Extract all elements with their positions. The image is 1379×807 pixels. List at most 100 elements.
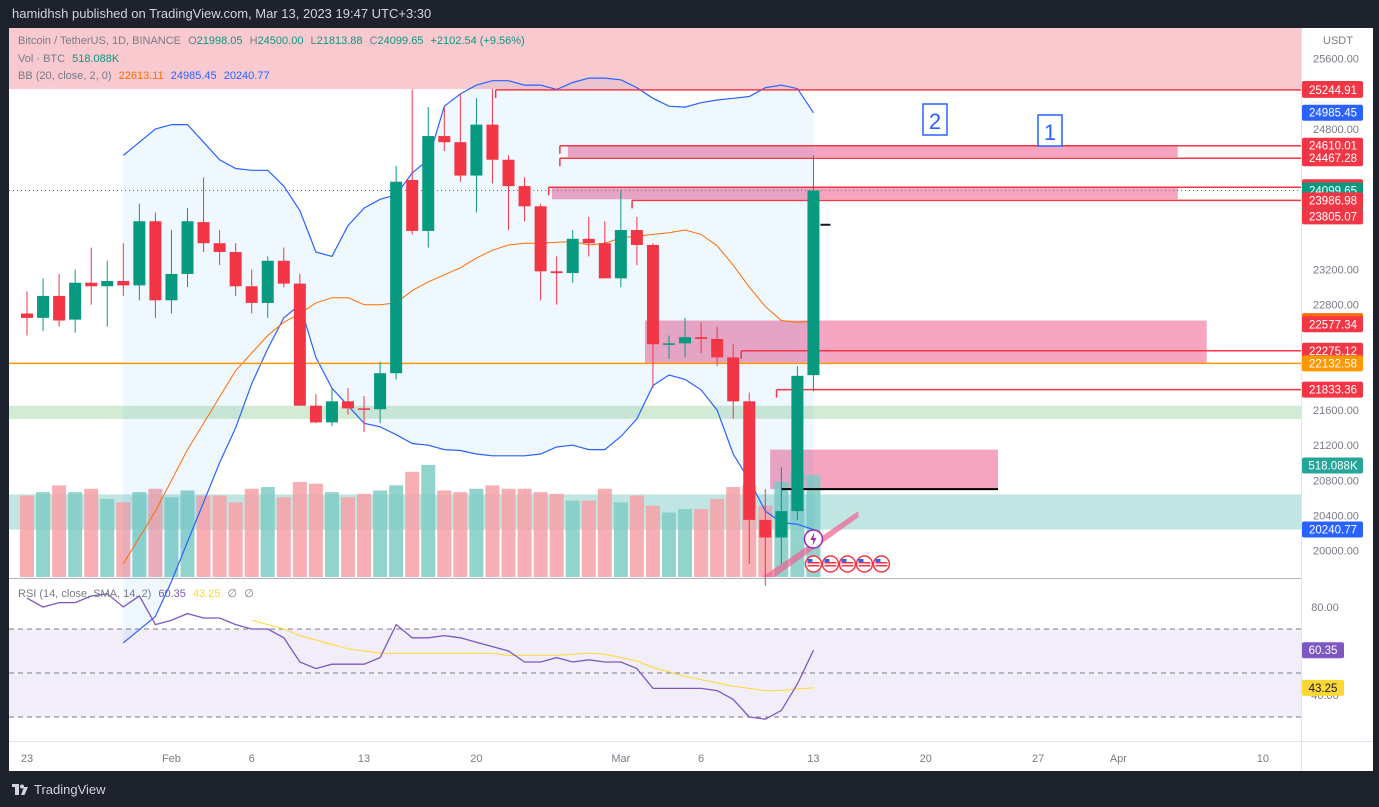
bollinger-fill — [123, 78, 814, 643]
price-label-text: 24985.45 — [1309, 108, 1357, 120]
rsi-line — [26, 593, 815, 720]
trend-wedge — [762, 511, 859, 577]
price-label-text: 22132.58 — [1309, 358, 1357, 370]
price-label-tag: 23805.07 — [1302, 208, 1363, 225]
rsi-layer — [9, 593, 1301, 720]
price-label-bg — [1302, 81, 1363, 98]
annotation-text: 2 — [929, 109, 941, 134]
published-text: hamidhsh published on TradingView.com, M… — [12, 6, 432, 21]
legend-bb-basis: 22613.11 — [118, 70, 164, 82]
time-tick-label: 23 — [21, 753, 33, 765]
candle — [614, 190, 627, 288]
rsi-ma-line — [251, 619, 814, 692]
candle-body — [582, 238, 595, 244]
price-label-bg — [1302, 316, 1363, 333]
candle-body — [759, 519, 772, 538]
candle-body — [486, 124, 499, 160]
price-label-text: 20240.77 — [1309, 524, 1357, 536]
volume-bar — [694, 509, 709, 577]
legend-l-label: L — [310, 35, 317, 47]
price-label-tag: 24985.45 — [1302, 104, 1363, 121]
pane-divider — [9, 578, 1301, 579]
flag-stripe — [841, 562, 854, 564]
candle-body — [502, 159, 515, 187]
volume-bar — [164, 497, 179, 577]
candle-body — [342, 401, 354, 409]
volume-bar — [308, 483, 323, 577]
candle — [21, 291, 33, 336]
candle-body — [550, 271, 563, 274]
volume-bar — [100, 498, 115, 577]
volume-bar — [405, 471, 420, 577]
volume-bar — [662, 512, 676, 577]
bollinger-basis-line — [122, 229, 814, 565]
candle — [438, 107, 451, 151]
time-tick-label: Apr — [1110, 753, 1127, 765]
volume-bar — [212, 495, 227, 577]
price-label-bg — [1302, 521, 1363, 538]
levels-layer — [9, 89, 1301, 577]
candle — [406, 89, 419, 235]
price-tick-label: 20000.00 — [1313, 546, 1359, 558]
price-tick-label: 20800.00 — [1313, 475, 1359, 487]
candle-body — [518, 186, 531, 207]
candle-body — [261, 260, 274, 303]
price-label-text: 24467.28 — [1309, 153, 1357, 165]
volume-bar — [565, 500, 580, 577]
price-tick-label: 25600.00 — [1313, 54, 1359, 66]
flag-canton — [858, 559, 864, 562]
price-label-tag: 20240.77 — [1302, 521, 1363, 538]
candle — [277, 247, 290, 288]
candle — [630, 216, 643, 266]
candle-body — [646, 244, 659, 345]
flag-stripe — [807, 562, 820, 564]
legend-row-bb: BB (20, close, 2, 0) 22613.11 24985.45 2… — [18, 70, 270, 82]
flag-circle — [804, 555, 823, 573]
price-label-tag: 22275.12 — [1302, 342, 1363, 359]
price-label-tag: 24610.01 — [1302, 137, 1363, 154]
flag-stripe — [824, 565, 837, 567]
volume-bar — [645, 505, 660, 577]
us-flag-event-icon — [804, 555, 823, 573]
candle-body — [406, 179, 419, 231]
candle — [149, 212, 162, 318]
volume-bar — [148, 488, 163, 577]
candle-body — [229, 251, 242, 287]
bollinger-upper-line — [122, 77, 814, 258]
legend-vol-value: 518.088K — [72, 53, 120, 65]
time-tick-label: 13 — [807, 753, 819, 765]
volume-bar — [501, 488, 516, 577]
legend-h-label: H — [249, 35, 258, 47]
legend-change: +2102.54 (+9.56%) — [430, 35, 525, 47]
candle — [325, 388, 338, 426]
volume-bar — [549, 493, 564, 577]
volume-bar — [84, 488, 99, 577]
flag-circle — [821, 555, 840, 573]
candle-body — [422, 136, 435, 231]
candle-body — [791, 375, 804, 512]
candle-body — [663, 343, 675, 345]
price-label-text: 518.088K — [1308, 460, 1358, 472]
legend-o-label: O — [188, 35, 197, 47]
candle-body — [197, 222, 210, 244]
candle-body — [807, 190, 820, 376]
zone-rect-5 — [551, 187, 1178, 200]
candle — [213, 230, 226, 266]
flag-canton — [841, 559, 847, 562]
volume-bar — [20, 495, 34, 577]
tradingview-logo[interactable]: TradingView — [12, 782, 106, 797]
time-tick-label: Mar — [611, 753, 630, 765]
candle — [791, 366, 804, 520]
price-label-text: 23805.07 — [1309, 211, 1357, 223]
flag-stripe — [841, 565, 854, 567]
volume-bar — [324, 492, 339, 577]
candle-body — [566, 238, 579, 274]
candle — [518, 177, 531, 222]
volume-bar — [341, 497, 355, 577]
candle-body — [470, 124, 483, 176]
volume-bar — [68, 492, 83, 577]
volume-bar — [597, 488, 612, 577]
volume-bar — [228, 502, 243, 577]
price-tick-label: 22800.00 — [1313, 300, 1359, 312]
